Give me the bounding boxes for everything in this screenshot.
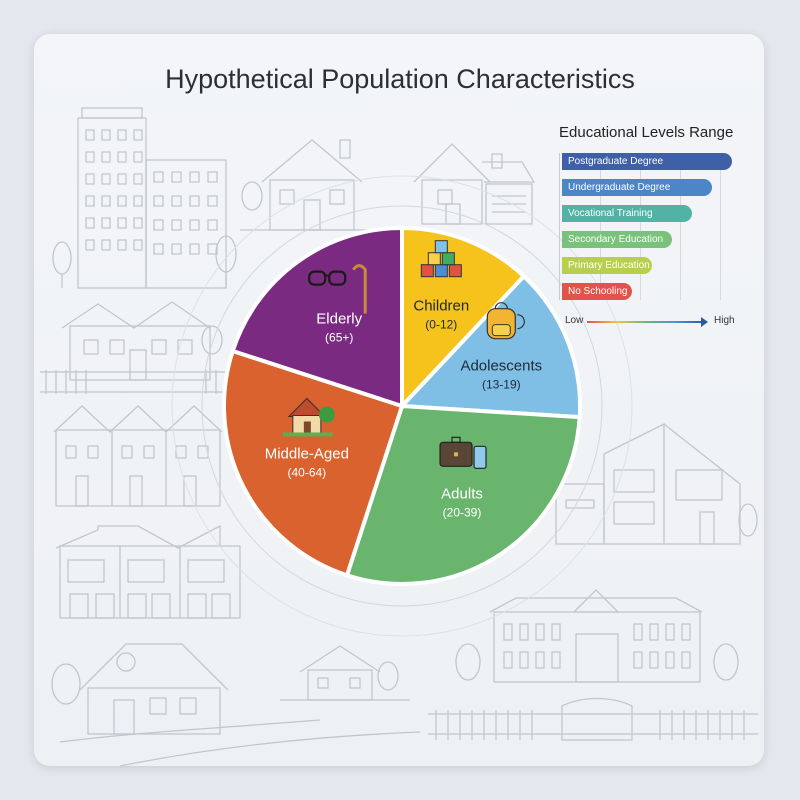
pie-slice-adults [344,403,582,586]
slice-range-label: (0-12) [425,318,457,332]
education-chart-title: Educational Levels Range [559,124,734,141]
education-bar: Primary Education [562,257,652,274]
education-axis: Low High [559,309,759,331]
slice-label: Adults [441,485,483,502]
row-houses-illustration [55,524,241,619]
slice-label: Adolescents [460,358,542,375]
mansion-illustration [428,589,758,741]
small-house-illustration [280,645,410,701]
house-illustration-bottom-left [51,643,421,767]
axis-low-label: Low [565,315,584,326]
education-bar: No Schooling [562,283,632,300]
slice-range-label: (65+) [325,331,353,345]
glasses-cane-icon [308,264,367,314]
education-bar: Undergraduate Degree [562,179,712,196]
house-illustration-top [240,139,380,231]
house-garage-illustration [413,143,536,225]
pie-slice-middle-aged [222,348,405,578]
pie-slice-elderly [230,225,404,409]
slice-label: Middle-Aged [265,445,349,462]
toy-blocks-icon [420,240,462,278]
education-bar: Postgraduate Degree [562,153,732,170]
house-icon [282,397,335,437]
briefcase-phone-icon [439,436,487,469]
education-bars: Postgraduate Degree Undergraduate Degree V… [559,153,759,300]
axis-gradient-arrow [587,321,705,323]
backpack-icon [486,302,525,340]
slice-range-label: (20-39) [443,505,482,519]
axis-high-label: High [714,315,735,326]
townhouses-illustration [53,405,223,507]
slice-range-label: (13-19) [482,378,521,392]
page-title: Hypothetical Population Characteristics [165,64,635,94]
education-bar: Secondary Education [562,231,672,248]
arrow-right-icon [701,317,708,327]
modern-house-illustration [555,422,758,545]
education-levels-chart: Educational Levels Range Postgraduate De… [559,124,759,331]
slice-label: Elderly [316,311,362,328]
slice-range-label: (40-64) [287,465,326,479]
house-fence-illustration [40,301,230,394]
apartment-building-illustration [52,107,237,289]
slice-label: Children [413,298,469,315]
education-bar: Vocational Training [562,205,692,222]
pie-slice-adolescents [397,273,582,420]
